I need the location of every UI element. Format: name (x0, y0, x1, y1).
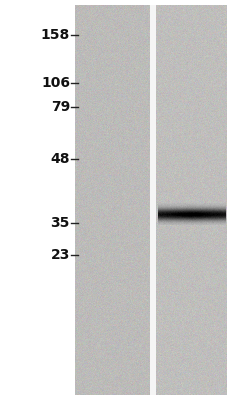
Text: 79: 79 (51, 100, 70, 114)
Text: 23: 23 (50, 248, 70, 262)
Text: 35: 35 (50, 216, 70, 230)
Text: 48: 48 (50, 152, 70, 166)
Text: 158: 158 (41, 28, 70, 42)
Text: 106: 106 (41, 76, 70, 90)
